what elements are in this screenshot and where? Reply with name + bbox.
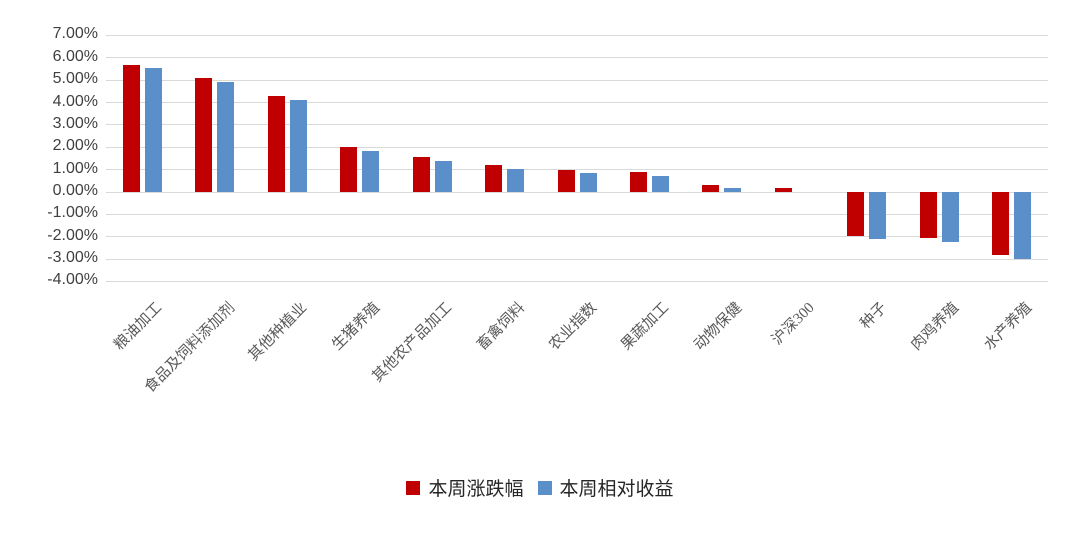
bar-weekly-change [195,78,213,192]
y-axis-tick-label: 4.00% [52,92,98,110]
bar-weekly-change [340,147,358,192]
legend-swatch-blue-icon [537,480,552,495]
bar-weekly-change [557,169,575,192]
bar-weekly-change [485,165,503,192]
bar-weekly-change [412,157,430,192]
gridline [106,124,1048,126]
legend-label-relative-return: 本周相对收益 [559,479,674,500]
x-axis-category-label: 水产养殖 [981,299,1035,354]
x-axis-category-label: 其他种植业 [245,299,311,365]
x-axis-category-label: 果蔬加工 [618,299,673,354]
bar-weekly-change [629,171,647,192]
bar-relative-return [869,192,887,240]
y-axis-tick-label: 0.00% [52,182,98,199]
legend-item-relative-return: 本周相对收益 [537,474,674,501]
bar-weekly-change [122,64,140,192]
bar-relative-return [289,99,307,192]
bar-weekly-change [992,192,1010,256]
x-axis-category-label: 生猪养殖 [329,299,383,354]
bar-relative-return [362,151,380,192]
legend-item-weekly-change: 本周涨跌幅 [406,474,524,501]
y-axis-tick-label: -3.00% [47,249,98,267]
x-axis-category-label: 粮油加工 [111,299,166,354]
legend-label-weekly-change: 本周涨跌幅 [428,479,524,500]
gridline [106,280,1048,282]
y-axis-tick-label: 7.00% [52,25,98,43]
legend: 本周涨跌幅 本周相对收益 [0,474,1080,501]
y-axis-tick-label: 2.00% [52,137,98,155]
legend-swatch-red-icon [406,480,421,495]
y-axis-tick-label: 6.00% [52,47,98,65]
y-axis-tick-label: 1.00% [52,159,98,177]
bar-weekly-change [919,192,937,239]
bar-relative-return [941,192,959,243]
bar-relative-return [144,68,162,192]
bar-weekly-change [267,95,285,192]
y-axis-tick-label: -2.00% [47,226,98,244]
gridline [106,102,1048,104]
x-axis-category-label: 种子 [857,299,891,333]
gridline [106,213,1048,215]
gridline [106,146,1048,148]
gridline [106,57,1048,59]
x-axis-category-label: 畜禽饲料 [473,299,528,354]
bar-relative-return [1014,192,1032,260]
gridline [106,191,1048,193]
bar-weekly-change [702,184,720,192]
y-axis-tick-label: -4.00% [47,271,98,289]
bar-weekly-change [847,192,865,236]
bar-relative-return [217,82,235,192]
x-axis-category-label: 农业指数 [546,299,601,354]
gridline [106,34,1048,36]
gridline [106,169,1048,171]
y-axis-tick-label: -1.00% [47,204,98,222]
bar-weekly-change [774,188,792,192]
x-axis-category-label: 沪深300 [769,299,818,349]
gridline [106,236,1048,238]
bar-relative-return [651,175,669,192]
gridline [106,79,1048,81]
bar-relative-return [434,161,452,192]
bar-relative-return [724,188,742,192]
gridline [106,258,1048,260]
bar-relative-return [507,168,525,192]
y-axis-tick-label: 3.00% [52,114,98,132]
x-axis-category-label: 动物保健 [691,299,746,354]
bar-relative-return [579,173,597,192]
x-axis-category-label: 肉鸡养殖 [908,299,963,354]
y-axis-tick-label: 5.00% [52,70,98,88]
